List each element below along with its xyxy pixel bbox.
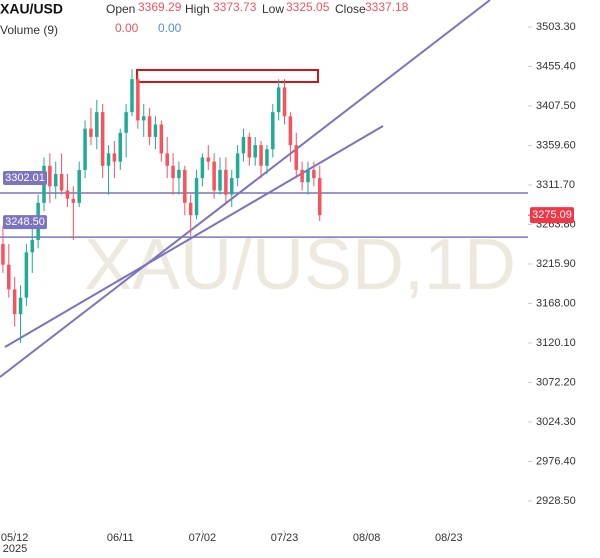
candle-body <box>300 169 304 183</box>
candle-body <box>24 252 29 298</box>
candle-body <box>317 178 322 216</box>
candle-body <box>136 79 140 121</box>
candle-body <box>106 153 111 166</box>
y-tick-label: 3503.30 <box>536 21 576 33</box>
candle-body <box>95 112 99 137</box>
y-tick-label: 3407.50 <box>536 100 576 112</box>
candle-body <box>224 169 228 195</box>
candle-body <box>83 128 87 170</box>
candle-body <box>271 112 275 150</box>
ohlc-label: Close <box>335 2 366 16</box>
x-tick-label: 07/23 <box>271 532 299 544</box>
candle-body <box>77 169 81 203</box>
ohlc-label: Low <box>262 2 284 16</box>
candle-body <box>241 136 246 154</box>
level-label-box <box>3 170 47 185</box>
candle-body <box>206 157 211 162</box>
y-tick-label: 3215.90 <box>536 258 576 270</box>
y-tick-label: 3311.70 <box>536 179 575 191</box>
candle-body <box>141 116 146 121</box>
symbol-title: XAU/USD <box>0 1 63 17</box>
candle-body <box>153 124 158 137</box>
candle-body <box>177 169 181 179</box>
candle-body <box>7 264 11 290</box>
resistance-zone <box>136 69 319 83</box>
candle-body <box>71 198 76 203</box>
candle-body <box>171 165 175 179</box>
candle-body <box>288 116 293 146</box>
candle-body <box>188 202 193 216</box>
level-label: 3302.01 <box>5 172 45 184</box>
candle-body <box>253 145 257 158</box>
candle-body <box>1 244 5 265</box>
candle-body <box>59 174 64 191</box>
candle-body <box>100 112 105 166</box>
y-tick-label: 3168.00 <box>536 297 576 309</box>
volume-value: 0.00 <box>158 21 182 35</box>
candle-body <box>229 178 234 195</box>
candle-body <box>48 165 52 187</box>
trend-line <box>0 0 491 378</box>
x-tick-label: 05/12 <box>1 532 29 544</box>
ohlc-value: 3325.05 <box>286 0 330 14</box>
ohlc-value: 3373.73 <box>213 0 257 14</box>
ohlc-label: Open <box>106 2 135 16</box>
year-label: 2025 <box>3 543 27 555</box>
x-tick-label: 06/11 <box>107 532 134 544</box>
candle-body <box>294 145 299 170</box>
candle-body <box>200 157 205 179</box>
candle-body <box>65 190 70 199</box>
candle-body <box>118 132 123 162</box>
y-tick-label: 3455.40 <box>536 60 576 72</box>
candle-body <box>53 174 58 187</box>
candle-body <box>312 169 316 179</box>
last-price-label: 3275.09 <box>532 209 572 221</box>
candle-body <box>276 87 281 113</box>
candle-body <box>265 149 269 166</box>
last-price-box <box>530 207 574 224</box>
level-label-box <box>3 215 47 230</box>
ohlc-value: 3337.18 <box>365 0 409 14</box>
volume-value: 0.00 <box>115 21 139 35</box>
candle-body <box>18 297 23 315</box>
candle-body <box>12 289 17 315</box>
candle-body <box>212 161 216 191</box>
y-tick-label: 3120.10 <box>536 337 576 349</box>
candle-body <box>218 169 222 191</box>
candle-body <box>112 153 117 162</box>
y-tick-label: 2928.50 <box>536 495 576 507</box>
y-tick-label: 3024.30 <box>536 416 576 428</box>
candle-body <box>165 153 169 166</box>
candle-body <box>306 169 310 183</box>
candle-body <box>194 178 199 216</box>
x-tick-label: 07/02 <box>189 532 217 544</box>
ohlc-value: 3369.29 <box>138 0 182 14</box>
x-tick-label: 08/23 <box>435 532 463 544</box>
candle-body <box>130 79 134 113</box>
candle-body <box>147 116 152 137</box>
candle-body <box>183 169 187 203</box>
level-label: 3248.50 <box>5 216 45 228</box>
y-tick-label: 3072.20 <box>536 376 576 388</box>
candle-body <box>124 112 128 133</box>
ohlc-label: High <box>185 2 210 16</box>
y-tick-label: 3359.60 <box>536 139 576 151</box>
candle-body <box>30 239 35 253</box>
candle-body <box>89 128 93 137</box>
watermark: XAU/USD,1D <box>84 225 516 305</box>
candle-body <box>259 145 263 166</box>
candle-body <box>235 153 240 179</box>
volume-label: Volume (9) <box>0 23 58 37</box>
y-tick-label: 2976.40 <box>536 455 576 467</box>
candle-body <box>159 124 164 154</box>
candle-body <box>282 87 287 117</box>
candle-body <box>247 136 252 158</box>
x-tick-label: 08/08 <box>353 532 381 544</box>
